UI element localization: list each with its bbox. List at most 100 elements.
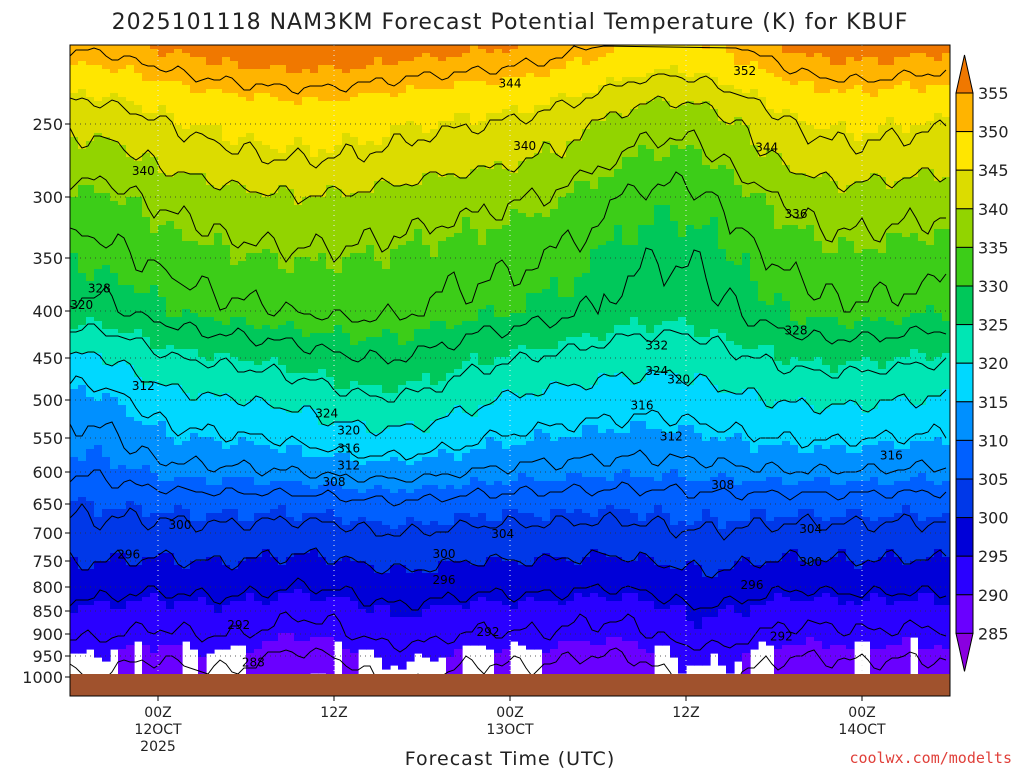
theta-band-cell [406,381,415,422]
theta-band-cell [102,329,111,366]
theta-band-cell [78,45,87,62]
theta-band-cell [870,477,879,522]
theta-band-cell [182,393,191,442]
theta-band-cell [126,645,135,694]
theta-band-cell [158,553,167,602]
contour-line-316 [70,375,947,461]
x-tick-label: 13OCT [486,722,534,738]
theta-band-cell [414,229,423,330]
theta-band-cell [326,597,335,638]
theta-band-cell [358,493,367,518]
theta-band-cell [182,241,191,310]
theta-band-cell [718,393,727,442]
theta-band-cell [406,45,415,62]
theta-band-cell [614,325,623,374]
theta-band-cell [86,281,95,318]
theta-band-cell [646,73,655,102]
theta-band-cell [406,61,415,86]
theta-band-cell [150,45,159,50]
theta-band-cell [262,485,271,514]
theta-band-cell [110,329,119,366]
theta-band-cell [318,457,327,486]
theta-band-cell [934,397,943,438]
theta-band-cell [454,369,463,406]
theta-band-cell [86,97,95,142]
contour-label-292: 292 [227,618,250,632]
theta-band-cell [478,565,487,598]
theta-band-cell [702,441,711,482]
theta-band-cell [830,65,839,90]
theta-band-cell [590,517,599,550]
theta-band-cell [350,253,359,346]
theta-band-cell [278,325,287,366]
theta-band-cell [910,477,919,514]
theta-band-cell [830,89,839,126]
theta-band-cell [414,45,423,58]
theta-band-cell [502,561,511,606]
theta-band-cell [414,617,423,654]
theta-band-cell [118,97,127,146]
theta-band-cell [222,509,231,566]
theta-band-cell [94,321,103,354]
theta-band-cell [206,485,215,514]
theta-band-cell [366,337,375,386]
theta-band-cell [518,77,527,114]
theta-band-cell [606,637,615,682]
theta-band-cell [118,361,127,406]
theta-band-cell [390,393,399,426]
theta-band-cell [550,209,559,278]
theta-band-cell [390,565,399,618]
theta-band-cell [654,505,663,566]
theta-band-cell [286,413,295,446]
theta-band-cell [94,517,103,562]
theta-band-cell [430,57,439,90]
theta-band-cell [326,481,335,510]
theta-band-cell [518,161,527,214]
theta-band-cell [126,365,135,418]
credit-text[interactable]: coolwx.com/modelts [849,749,1012,767]
theta-band-cell [222,393,231,450]
theta-band-cell [782,365,791,402]
theta-band-cell [158,173,167,226]
theta-band-cell [822,253,831,318]
theta-band-cell [494,521,503,558]
theta-band-cell [486,521,495,558]
theta-band-cell [910,561,919,602]
theta-band-cell [662,69,671,102]
theta-band-cell [934,485,943,518]
theta-band-cell [358,93,367,146]
theta-band-cell [390,457,399,494]
theta-band-cell [438,489,447,526]
theta-band-cell [638,45,647,78]
theta-band-cell [142,425,151,466]
theta-band-cell [678,569,687,606]
theta-band-cell [350,521,359,562]
theta-band-cell [142,597,151,646]
theta-band-cell [406,465,415,494]
theta-band-cell [334,561,343,598]
theta-band-cell [286,445,295,482]
theta-band-cell [86,45,95,66]
theta-band-cell [198,561,207,598]
theta-band-cell [878,89,887,126]
theta-band-cell [478,365,487,406]
theta-band-cell [390,97,399,126]
colorbar-swatch [955,439,974,480]
theta-band-cell [334,273,343,326]
theta-band-cell [718,441,727,474]
theta-band-cell [926,45,935,58]
theta-band-cell [478,81,487,122]
theta-band-cell [638,649,647,690]
theta-band-cell [534,517,543,558]
theta-band-cell [750,89,759,146]
theta-band-cell [206,557,215,606]
theta-band-cell [462,413,471,454]
theta-band-cell [294,413,303,446]
theta-band-cell [598,45,607,58]
theta-band-cell [182,45,191,54]
theta-band-cell [294,445,303,482]
theta-band-cell [174,317,183,350]
theta-band-cell [414,521,423,570]
theta-band-cell [374,385,383,434]
y-tick-label: 800 [32,578,63,597]
